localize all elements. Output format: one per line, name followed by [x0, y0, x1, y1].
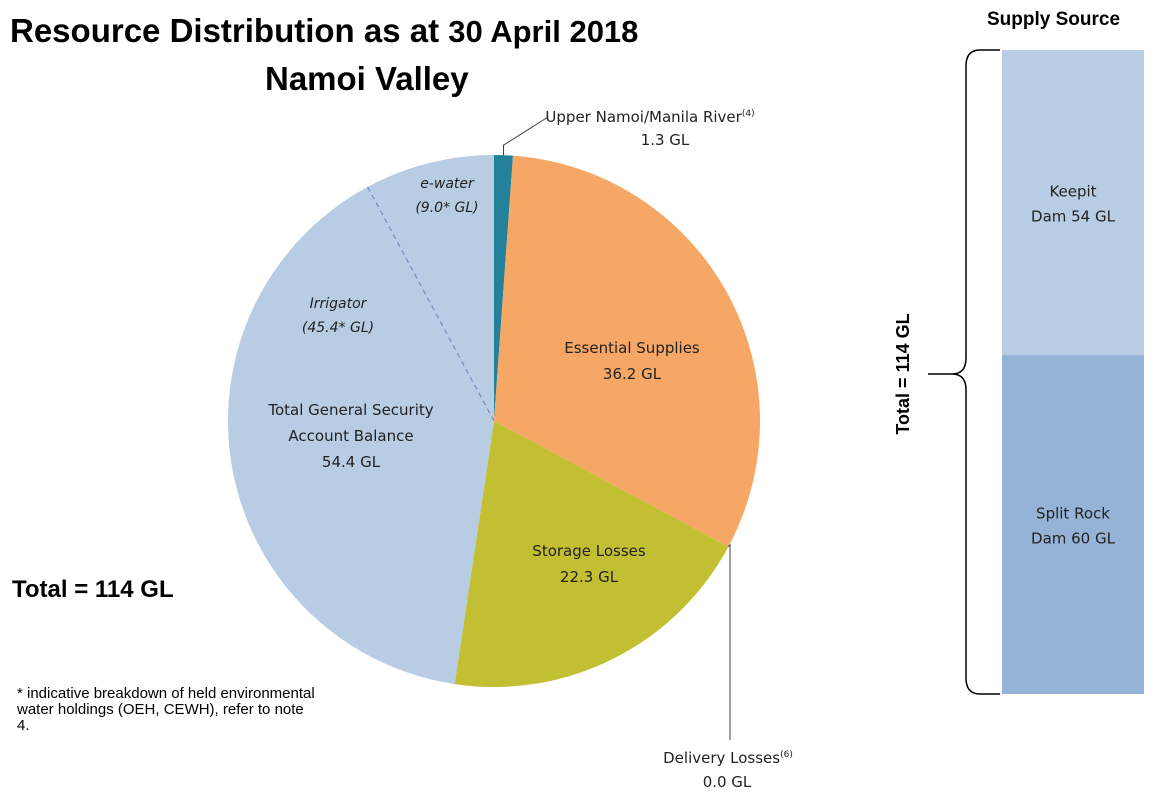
pie-slice [494, 155, 514, 421]
bar-segment [1002, 355, 1144, 694]
bar-label-split-rock: Split Rock [1036, 505, 1110, 523]
pie-label-general-security: Account Balance [288, 427, 413, 445]
pie-label-storage-losses: Storage Losses [532, 542, 646, 560]
pie-value-delivery-losses: 0.0 GL [703, 773, 752, 791]
leader-line [728, 543, 731, 740]
pie-label-delivery-losses: Delivery Losses(6) [663, 749, 793, 767]
pie-label-e-water: e-water [420, 176, 475, 192]
pie-slice [494, 155, 760, 547]
bar-value-split-rock: Dam 60 GL [1031, 530, 1116, 548]
pie-total-label: Total = 114 GL [12, 576, 174, 603]
bar-value-keepit: Dam 54 GL [1031, 208, 1116, 226]
chart-title: Resource Distribution as at 30 April 201… [10, 12, 638, 50]
bar-label-keepit: Keepit [1049, 183, 1096, 201]
title-main: Resource Distribution as at [10, 12, 440, 49]
pie-label-general-security: Total General Security [267, 401, 433, 419]
bar-segment [1002, 50, 1144, 356]
pie-value-irrigator: (45.4* GL) [302, 320, 374, 336]
pie-value-storage-losses: 22.3 GL [560, 568, 619, 586]
supply-source-title: Supply Source [987, 9, 1121, 30]
supply-total-label: Total = 114 GL [893, 313, 913, 434]
title-date: 30 April 2018 [448, 14, 639, 49]
pie-slice [454, 421, 729, 687]
pie-value-general-security: 54.4 GL [322, 453, 381, 471]
pie-value-essential-supplies: 36.2 GL [603, 365, 662, 383]
leader-line [503, 116, 549, 156]
pie-label-essential-supplies: Essential Supplies [564, 339, 700, 357]
supply-brace [928, 49, 1000, 695]
pie-slice [228, 155, 494, 685]
pie-label-upper-namoi: Upper Namoi/Manila River(4) [545, 108, 754, 126]
pie-value-e-water: (9.0* GL) [415, 200, 478, 216]
pie-label-irrigator: Irrigator [310, 296, 368, 312]
pie-value-upper-namoi: 1.3 GL [641, 131, 690, 149]
chart-subtitle: Namoi Valley [265, 60, 469, 97]
footnote: * indicative breakdown of held environme… [17, 685, 315, 734]
